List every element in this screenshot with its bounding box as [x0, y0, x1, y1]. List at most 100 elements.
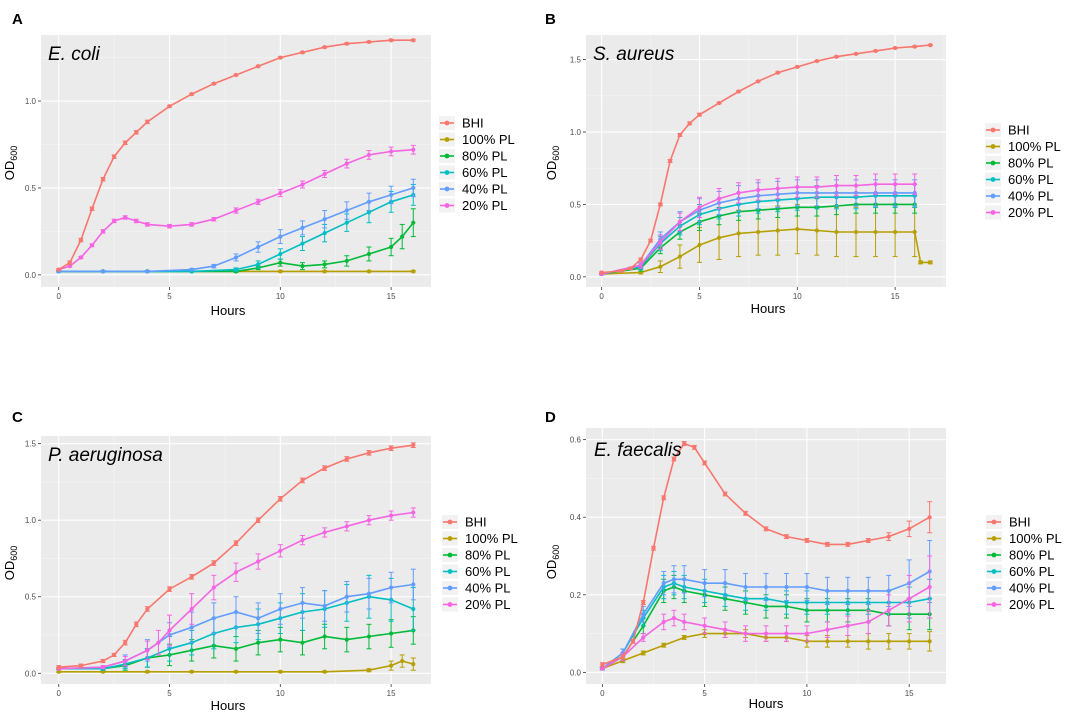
legend-key [442, 531, 458, 546]
organism-title: E. faecalis [594, 440, 682, 461]
legend-key [439, 198, 455, 213]
data-point [145, 269, 150, 274]
data-point [344, 524, 349, 529]
data-point [145, 606, 150, 612]
data-point [400, 234, 405, 239]
panel-letter: C [12, 409, 23, 426]
legend-key [442, 564, 458, 579]
data-point [366, 634, 372, 639]
y-tick-label: 1.5 [25, 440, 37, 449]
legend-label: 60% PL [1008, 172, 1054, 187]
y-axis-title: OD600 [544, 545, 561, 580]
y-axis-title-main: OD [2, 161, 17, 181]
data-point [873, 182, 878, 187]
legend-label: BHI [1008, 123, 1030, 138]
data-point [825, 542, 830, 547]
data-point [256, 199, 261, 204]
data-point [67, 264, 72, 269]
data-point [697, 112, 702, 117]
legend-key [986, 548, 1002, 562]
data-point [100, 229, 106, 234]
data-point [112, 652, 117, 658]
data-point [112, 154, 117, 159]
data-point [775, 228, 780, 233]
data-point [189, 606, 194, 612]
y-axis-title: OD600 [544, 146, 561, 181]
legend-key-point [444, 203, 450, 208]
series-line [602, 586, 930, 670]
data-point [256, 640, 261, 645]
data-point [211, 616, 216, 621]
data-point [756, 187, 761, 193]
data-point [784, 534, 789, 539]
data-point [300, 478, 305, 483]
legend-label: 60% PL [465, 564, 511, 579]
legend-key [442, 515, 458, 529]
data-point [322, 45, 327, 50]
data-point [716, 196, 722, 201]
data-point [853, 229, 859, 235]
data-point [411, 220, 416, 225]
data-point [344, 208, 349, 213]
data-point [743, 511, 748, 516]
data-point [123, 640, 128, 645]
legend-label: 60% PL [462, 165, 508, 180]
organism-title: S. aureus [593, 44, 675, 65]
legend-label: BHI [1009, 515, 1031, 530]
series-line [601, 582, 930, 670]
legend-key-point [990, 193, 996, 199]
series-bhi [56, 38, 416, 272]
data-point [411, 606, 416, 612]
series-line [601, 228, 931, 275]
data-point [814, 228, 819, 233]
legend-key-point [990, 210, 996, 215]
y-tick-label: 0.5 [25, 184, 37, 193]
x-tick-label: 0 [600, 689, 605, 698]
data-point [233, 208, 239, 213]
organism-title: E. coli [48, 44, 101, 65]
data-point [661, 581, 666, 586]
data-point [278, 606, 283, 612]
data-point [389, 663, 394, 668]
data-point [886, 588, 891, 594]
data-point [278, 669, 283, 674]
data-point [56, 665, 61, 670]
data-point [682, 577, 687, 582]
y-tick-label: 1.5 [570, 56, 582, 65]
legend-label: BHI [465, 515, 487, 530]
data-point [300, 600, 305, 605]
legend-key-point [991, 552, 997, 558]
data-point [716, 100, 722, 106]
legend-key-point [990, 127, 996, 133]
x-tick-label: 10 [276, 689, 285, 698]
data-point [211, 585, 216, 590]
data-point [389, 585, 394, 590]
data-point [89, 206, 95, 211]
data-point [661, 643, 666, 648]
data-point [233, 609, 239, 615]
legend-key [985, 123, 1001, 137]
series-line [602, 586, 930, 670]
data-point [600, 666, 605, 671]
x-tick-label: 5 [167, 292, 172, 301]
data-point [775, 70, 780, 75]
data-point [56, 669, 61, 674]
data-point [677, 254, 683, 259]
legend-key [986, 581, 1002, 595]
series-bhi [599, 43, 933, 275]
data-point [322, 217, 327, 222]
data-point [927, 584, 932, 590]
data-point [411, 582, 416, 587]
legend-key-point [991, 519, 997, 525]
series-20-pl [56, 507, 416, 671]
legend-key [985, 172, 1001, 187]
data-point [366, 269, 372, 274]
legend-label: 80% PL [462, 149, 508, 164]
plot-background [41, 35, 431, 287]
legend-label: 20% PL [465, 597, 511, 612]
data-point [322, 231, 327, 236]
series-line [601, 44, 931, 274]
data-point [628, 266, 634, 271]
